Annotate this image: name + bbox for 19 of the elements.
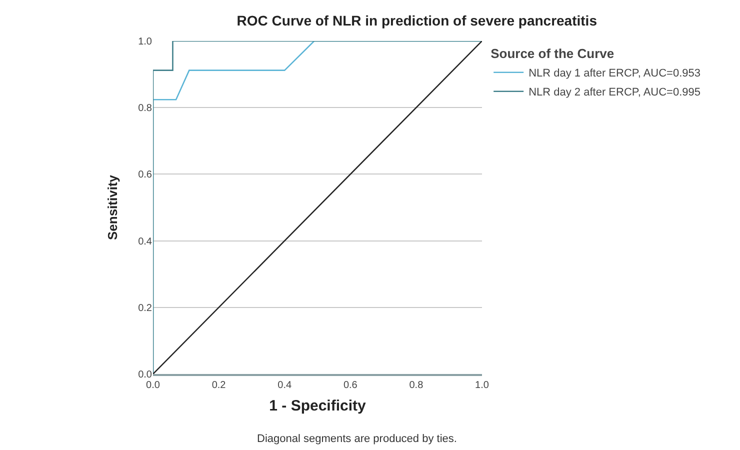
text: Diagonal segments are produced by ties. <box>257 433 457 445</box>
y-axis-title: Sensitivity <box>105 174 120 240</box>
x-tick-label: 0.8 <box>409 380 424 391</box>
y-tick-label: 0.0 <box>138 370 152 380</box>
legend-label: NLR day 2 after ERCP, AUC=0.995 <box>528 86 700 99</box>
y-tick-label: 0.4 <box>138 236 152 248</box>
y-tick-label: 0.2 <box>138 302 152 314</box>
y-tick-label: 0.6 <box>138 170 152 181</box>
x-tick-label: 0.6 <box>343 380 358 391</box>
y-tick-label: 0.8 <box>138 103 152 114</box>
legend-title: Source of the Curve <box>490 46 614 61</box>
legend-label: NLR day 1 after ERCP, AUC=0.953 <box>528 68 700 80</box>
x-tick-label: 0.4 <box>278 380 292 391</box>
x-tick-label: 0.0 <box>146 380 160 391</box>
chart-title: ROC Curve of NLR in prediction of severe pancreatitis <box>236 12 598 29</box>
x-tick-label: 0.2 <box>212 380 226 391</box>
x-axis-title: 1 - Specificity <box>269 398 367 414</box>
y-tick-label: 1.0 <box>138 36 152 48</box>
x-tick-label: 1.0 <box>475 380 490 391</box>
